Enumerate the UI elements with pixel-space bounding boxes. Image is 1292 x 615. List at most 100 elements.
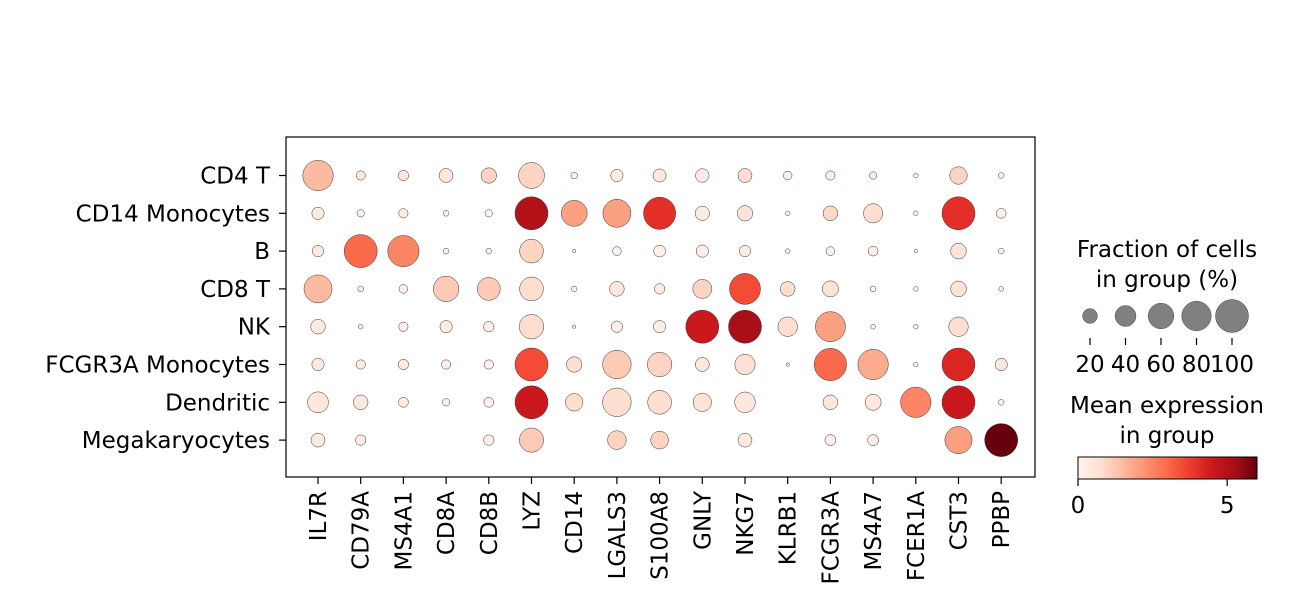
x-tick-label: CD79A <box>349 491 375 570</box>
dot <box>442 247 450 255</box>
x-axis: IL7R CD79A MS4A1 CD8A CD8B LYZ CD14 LGALS3 S100A… <box>306 477 1015 584</box>
dot <box>312 245 324 258</box>
dot <box>650 430 669 450</box>
x-tick-label: IL7R <box>306 491 332 541</box>
x-tick-label: S100A8 <box>648 491 674 580</box>
dot <box>913 324 919 330</box>
dot <box>519 314 544 340</box>
dot <box>610 320 623 333</box>
dot <box>302 160 334 191</box>
size-legend-label: 20 <box>1075 352 1104 378</box>
dot <box>941 347 976 382</box>
dot <box>949 166 968 185</box>
dot <box>695 357 710 372</box>
y-tick-label: Dendritic <box>165 390 270 416</box>
x-tick-label: PPBP <box>989 491 1015 549</box>
dot <box>612 246 622 256</box>
x-tick-label: FCER1A <box>904 491 930 581</box>
dot <box>948 316 969 337</box>
dot <box>785 362 790 367</box>
dot <box>913 286 919 292</box>
dot <box>560 200 588 227</box>
dot <box>729 273 761 305</box>
size-legend-dot <box>1082 308 1098 324</box>
color-legend: Mean expression in group 0 5 <box>1070 393 1264 519</box>
dot <box>355 434 367 446</box>
dot <box>737 168 753 183</box>
dot <box>441 359 452 370</box>
dot <box>311 206 325 220</box>
dot <box>398 397 409 408</box>
dot <box>864 393 882 411</box>
dot <box>303 274 333 304</box>
size-legend-label: 80 <box>1182 352 1211 378</box>
dot <box>485 247 492 255</box>
y-tick-label: FCGR3A Monocytes <box>45 353 270 379</box>
dot <box>913 361 919 368</box>
dot <box>913 210 919 216</box>
dot <box>310 432 326 448</box>
dot <box>694 205 710 221</box>
dot <box>869 171 878 180</box>
size-legend-title-line1: Fraction of cells <box>1077 237 1257 263</box>
colorbar <box>1077 456 1258 480</box>
dot <box>387 235 420 268</box>
size-legend-dot <box>1181 300 1212 332</box>
x-tick-label: CST3 <box>947 491 973 550</box>
dot <box>514 347 549 382</box>
dot <box>941 196 976 231</box>
y-axis: CD4 T CD14 Monocytes B CD8 T NK FCGR3A Monocy… <box>45 164 286 454</box>
dot <box>913 249 918 254</box>
dot <box>438 168 454 183</box>
dot <box>998 286 1004 292</box>
dot <box>602 349 632 380</box>
dot <box>695 168 710 183</box>
dot <box>944 426 973 454</box>
dot <box>519 276 544 302</box>
dot <box>653 320 667 334</box>
dot <box>311 358 325 371</box>
dot <box>483 359 494 370</box>
dot <box>822 205 839 221</box>
x-tick-label: MS4A7 <box>861 491 887 570</box>
dot <box>996 208 1007 219</box>
dot <box>397 359 409 370</box>
size-legend-label: 100 <box>1210 352 1254 378</box>
dot <box>822 394 839 410</box>
dot <box>355 359 366 370</box>
x-tick-label: FCGR3A <box>818 491 844 585</box>
dot <box>867 245 879 257</box>
dot <box>863 203 883 224</box>
y-tick-label: CD4 T <box>200 164 271 190</box>
dot <box>813 348 847 381</box>
dot <box>607 430 627 450</box>
size-legend-label: 60 <box>1146 352 1175 378</box>
x-tick-label: LYZ <box>520 491 546 531</box>
dot <box>307 391 329 413</box>
x-tick-label: NKG7 <box>733 491 759 556</box>
y-tick-label: B <box>254 239 270 265</box>
dot <box>355 170 366 181</box>
dot <box>397 170 409 181</box>
colorbar-tick-label: 0 <box>1071 493 1086 519</box>
dot <box>994 358 1008 371</box>
y-tick-label: CD8 T <box>200 277 271 303</box>
dot <box>728 309 762 344</box>
dot <box>358 324 364 330</box>
dot <box>398 208 409 219</box>
dot <box>654 283 666 295</box>
dot <box>785 248 791 254</box>
dot <box>483 397 494 408</box>
dot <box>900 386 932 418</box>
dot <box>609 281 625 297</box>
dot <box>815 311 846 342</box>
dot <box>737 432 753 448</box>
dot <box>483 321 495 333</box>
y-tick-label: NK <box>238 315 271 341</box>
dot <box>825 246 836 256</box>
dot <box>739 245 751 258</box>
dot <box>484 209 493 218</box>
dot <box>867 434 879 446</box>
dot <box>685 309 720 344</box>
dot <box>870 324 876 330</box>
